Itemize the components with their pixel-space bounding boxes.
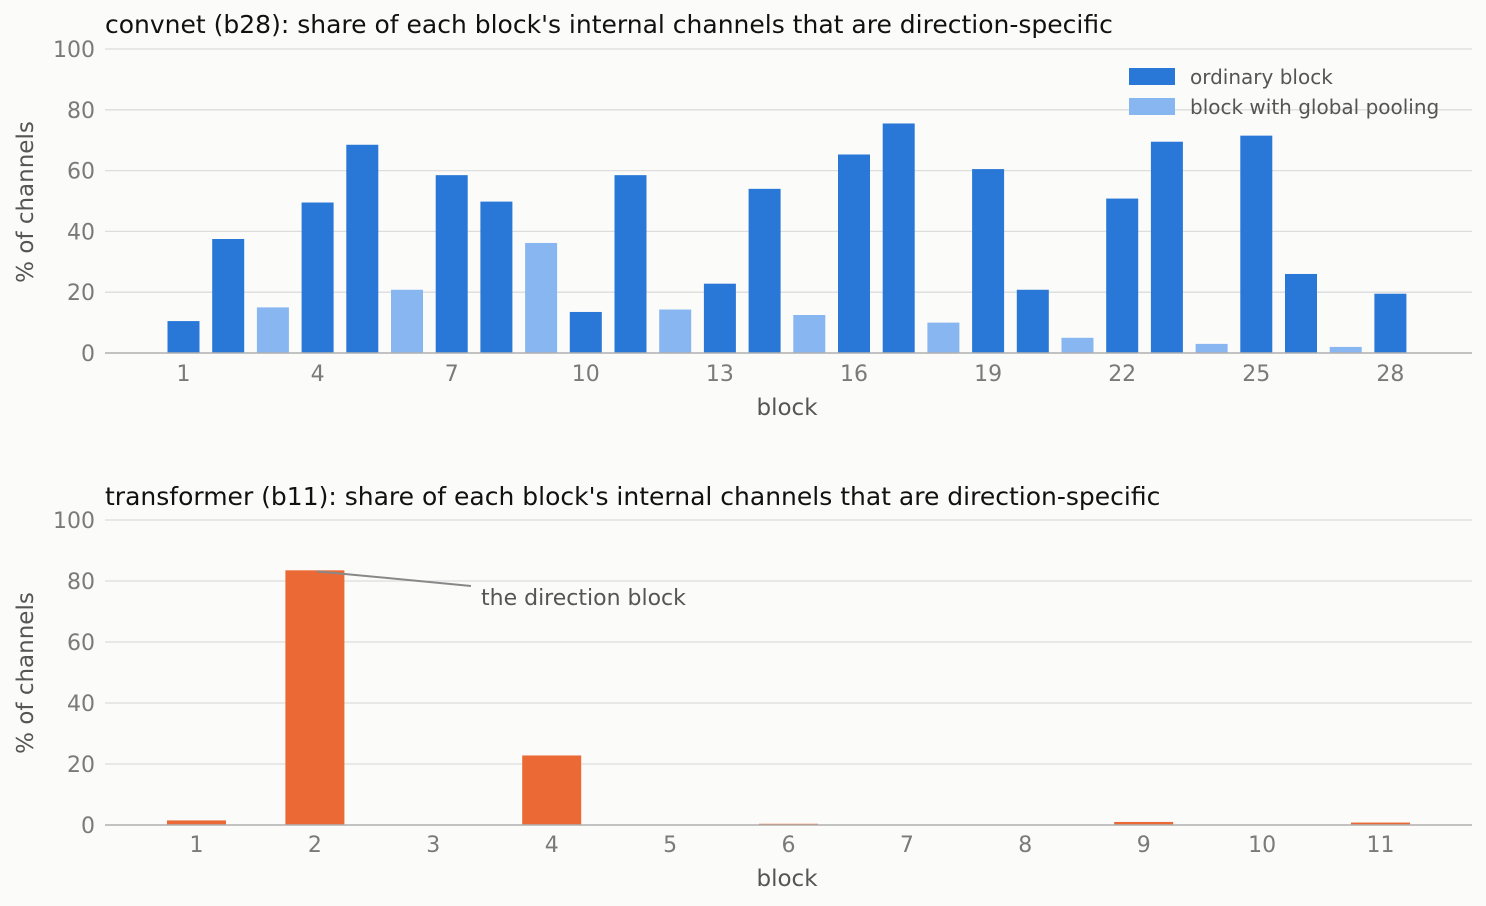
transformer-panel: transformer (b11): share of each block's…: [13, 482, 1472, 892]
convnet-panel: convnet (b28): share of each block's int…: [13, 10, 1472, 421]
bar-block-6: [391, 289, 423, 353]
convnet-x-axis-label: block: [756, 395, 818, 421]
bar-block-4: [301, 202, 334, 353]
bar-block-11: [1351, 822, 1410, 825]
bar-block-24: [1195, 343, 1228, 353]
bar-block-25: [1240, 135, 1273, 353]
bar-block-19: [972, 169, 1005, 353]
y-tick-label: 0: [81, 814, 95, 839]
legend-label-global-pooling: block with global pooling: [1190, 95, 1439, 119]
bar-block-22: [1106, 198, 1139, 353]
transformer-x-axis-label: block: [756, 866, 818, 892]
bar-block-11: [614, 175, 647, 353]
bar-block-12: [659, 309, 692, 353]
x-tick-label: 25: [1242, 362, 1270, 387]
y-tick-label: 0: [81, 342, 95, 367]
transformer-chart-title: transformer (b11): share of each block's…: [105, 482, 1160, 511]
x-tick-label: 28: [1376, 362, 1404, 387]
x-tick-label: 9: [1137, 833, 1151, 858]
transformer-y-tick-labels: 0 20 40 60 80 100: [53, 509, 95, 839]
bar-block-27: [1329, 346, 1362, 353]
convnet-legend: ordinary block block with global pooling: [1129, 65, 1439, 119]
x-tick-label: 10: [1248, 833, 1276, 858]
bar-block-14: [748, 188, 781, 353]
transformer-bars: [167, 570, 1410, 825]
annotation-direction-block: the direction block: [481, 586, 686, 611]
y-tick-label: 80: [67, 99, 95, 124]
convnet-chart-title: convnet (b28): share of each block's int…: [105, 10, 1113, 39]
bar-block-10: [569, 311, 602, 353]
x-tick-label: 1: [190, 833, 204, 858]
y-tick-label: 80: [67, 570, 95, 595]
y-tick-label: 20: [67, 753, 95, 778]
x-tick-label: 7: [900, 833, 914, 858]
convnet-bars: [167, 123, 1407, 353]
transformer-y-axis-label: % of channels: [13, 592, 39, 754]
y-tick-label: 40: [67, 692, 95, 717]
bar-block-16: [838, 154, 870, 353]
x-tick-label: 22: [1108, 362, 1136, 387]
x-tick-label: 19: [974, 362, 1002, 387]
y-tick-label: 100: [53, 509, 95, 534]
bar-block-17: [882, 123, 915, 353]
bar-block-26: [1285, 273, 1317, 353]
bar-block-15: [793, 315, 826, 353]
legend-swatch-global-pooling: [1129, 98, 1175, 115]
bar-block-21: [1061, 337, 1094, 353]
legend-label-ordinary-block: ordinary block: [1190, 65, 1333, 89]
y-tick-label: 100: [53, 38, 95, 63]
bar-block-8: [480, 201, 513, 353]
convnet-x-tick-labels: 1 4 7 10 13 16 19 22 25 28: [177, 362, 1405, 387]
bar-block-9: [1114, 821, 1174, 825]
bar-block-18: [927, 322, 960, 353]
bar-block-1: [167, 820, 226, 825]
x-tick-label: 5: [663, 833, 677, 858]
x-tick-label: 1: [177, 362, 191, 387]
x-tick-label: 6: [782, 833, 796, 858]
bar-block-13: [703, 283, 736, 353]
bar-block-23: [1150, 141, 1183, 353]
x-tick-label: 3: [426, 833, 440, 858]
bar-block-2: [285, 570, 345, 825]
transformer-x-tick-labels: 1 2 3 4 5 6 7 8 9 10 11: [190, 833, 1395, 858]
x-tick-label: 10: [572, 362, 600, 387]
y-tick-label: 60: [67, 631, 95, 656]
bar-block-9: [525, 242, 558, 353]
bar-block-5: [346, 144, 379, 353]
y-tick-label: 20: [67, 281, 95, 306]
convnet-y-axis-label: % of channels: [13, 121, 39, 283]
legend-swatch-ordinary-block: [1129, 68, 1175, 85]
bar-block-4: [522, 755, 582, 825]
convnet-y-tick-labels: 0 20 40 60 80 100: [53, 38, 95, 367]
bar-block-1: [167, 321, 200, 353]
x-tick-label: 13: [706, 362, 734, 387]
bar-block-7: [435, 175, 468, 353]
bar-block-28: [1374, 293, 1407, 353]
bar-block-3: [256, 307, 289, 353]
bar-block-20: [1016, 289, 1049, 353]
y-tick-label: 40: [67, 220, 95, 245]
x-tick-label: 11: [1367, 833, 1395, 858]
x-tick-label: 4: [545, 833, 559, 858]
x-tick-label: 7: [445, 362, 459, 387]
x-tick-label: 8: [1018, 833, 1032, 858]
y-tick-label: 60: [67, 160, 95, 185]
annotation-arrow-line: [316, 570, 472, 587]
x-tick-label: 16: [840, 362, 868, 387]
x-tick-label: 2: [308, 833, 322, 858]
bar-block-2: [212, 239, 245, 353]
x-tick-label: 4: [311, 362, 325, 387]
